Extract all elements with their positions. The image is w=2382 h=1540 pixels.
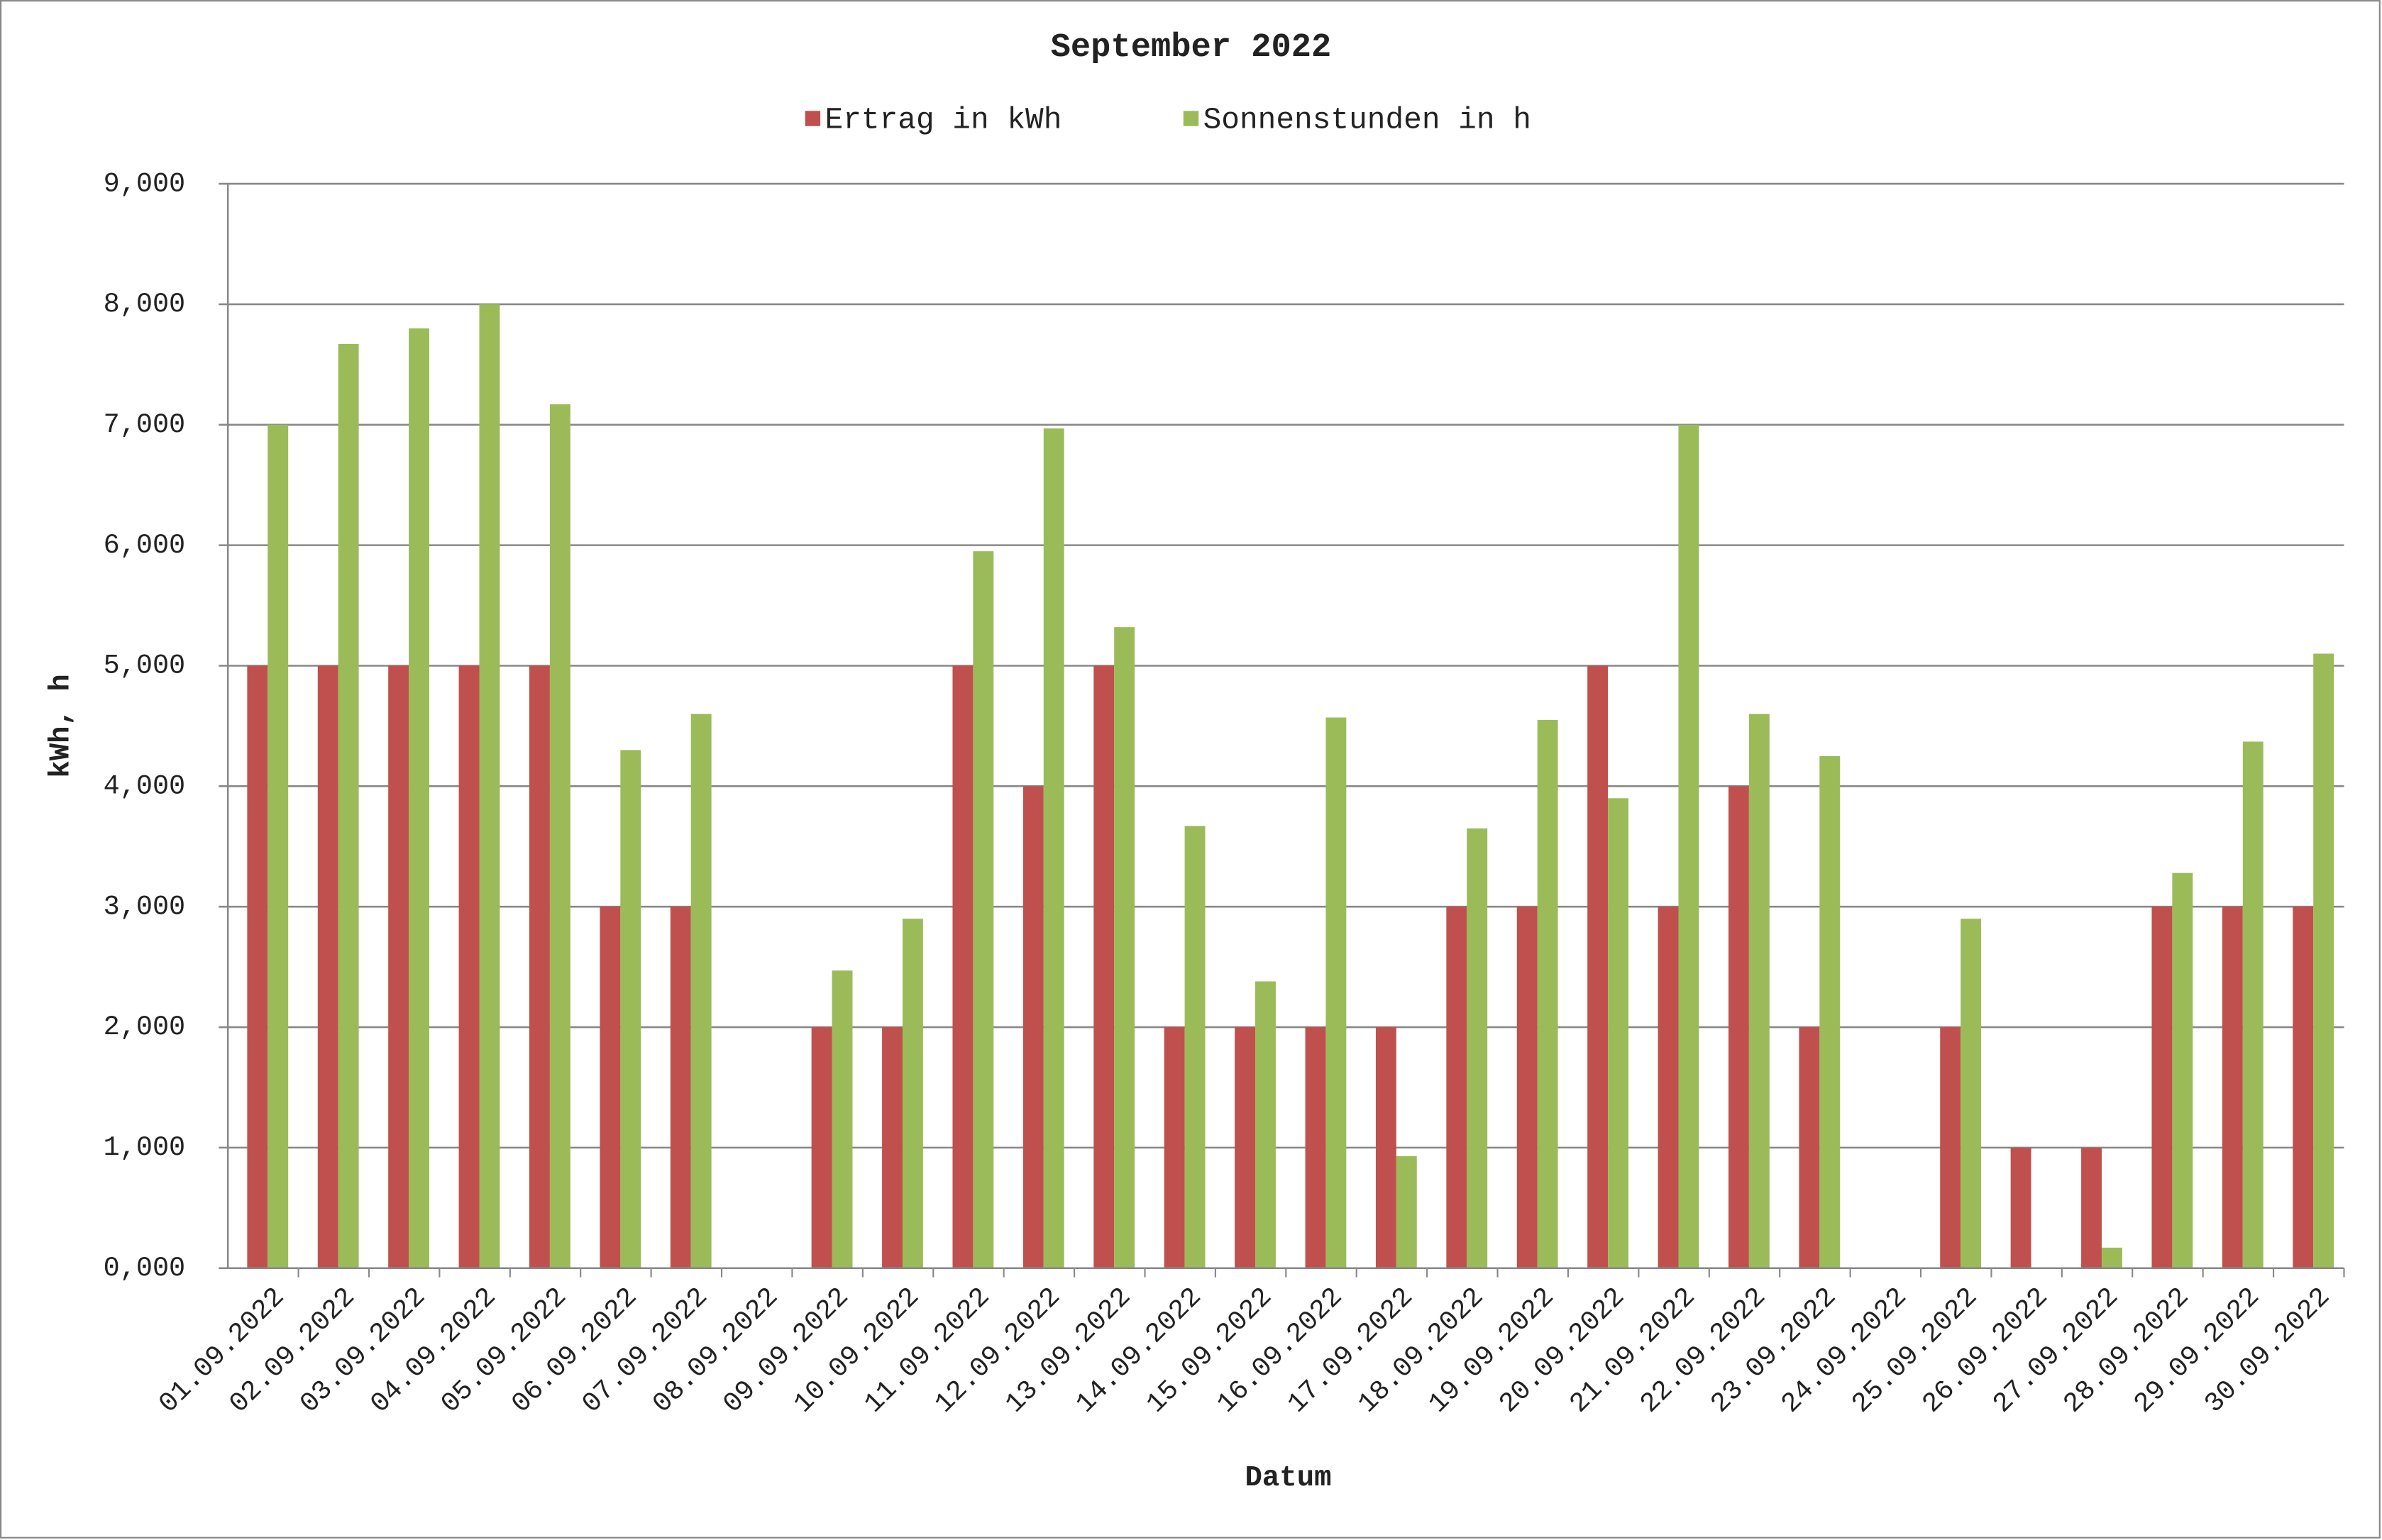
bar: [1587, 665, 1609, 1268]
bar: [1114, 627, 1135, 1268]
bar: [1446, 907, 1467, 1268]
bar: [1255, 981, 1276, 1268]
bar: [2010, 1147, 2031, 1268]
y-tick-label: 2,000: [104, 1012, 186, 1043]
bar: [1043, 428, 1064, 1268]
bar: [690, 714, 712, 1268]
bar: [2222, 907, 2243, 1268]
bar: [811, 1027, 832, 1268]
y-tick-label: 6,000: [104, 530, 186, 561]
bar: [549, 404, 570, 1268]
y-tick-label: 7,000: [104, 409, 186, 441]
bar: [1184, 826, 1206, 1268]
bar: [1658, 907, 1679, 1268]
legend-label: Sonnenstunden in h: [1203, 102, 1531, 137]
bar: [952, 665, 974, 1268]
bar: [1022, 786, 1044, 1268]
bar: [247, 665, 268, 1268]
bar: [1375, 1027, 1396, 1268]
bar: [973, 551, 994, 1268]
bar: [2293, 907, 2314, 1268]
bar: [1164, 1027, 1185, 1268]
legend-label: Ertrag in kWh: [825, 102, 1062, 137]
bar: [2101, 1247, 2122, 1268]
bar: [2151, 907, 2173, 1268]
bar: [1799, 1027, 1820, 1268]
bar: [1728, 786, 1749, 1268]
bar: [458, 665, 480, 1268]
bar: [2081, 1147, 2102, 1268]
x-axis-title: Datum: [1245, 1462, 1332, 1495]
bar: [832, 970, 853, 1268]
y-tick-label: 0,000: [104, 1253, 186, 1284]
legend-swatch: [1183, 111, 1199, 126]
bar: [1961, 919, 1982, 1268]
bar: [1516, 907, 1538, 1268]
y-tick-label: 5,000: [104, 650, 186, 682]
y-tick-label: 4,000: [104, 771, 186, 802]
chart-title: September 2022: [1051, 29, 1332, 67]
bar: [338, 343, 359, 1268]
bar: [1467, 828, 1488, 1268]
bar: [902, 919, 923, 1268]
bar: [1305, 1027, 1326, 1268]
bar: [1940, 1027, 1961, 1268]
bar: [1093, 665, 1115, 1268]
bar: [1748, 714, 1770, 1268]
bar: [2172, 873, 2193, 1268]
y-tick-label: 8,000: [104, 289, 186, 320]
bar: [1819, 755, 1841, 1268]
legend-swatch: [805, 111, 821, 126]
y-tick-label: 9,000: [104, 168, 186, 199]
bar: [2313, 653, 2334, 1268]
bar: [1537, 719, 1558, 1268]
bar: [1235, 1027, 1256, 1268]
y-tick-label: 1,000: [104, 1132, 186, 1163]
bar: [2242, 741, 2264, 1268]
bar: [600, 907, 621, 1268]
bar: [1325, 717, 1347, 1268]
bar: [409, 328, 429, 1268]
y-tick-label: 3,000: [104, 891, 186, 922]
bar: [670, 907, 691, 1268]
bar: [388, 665, 409, 1268]
bar: [1678, 424, 1699, 1268]
bar: [268, 424, 289, 1268]
bar: [529, 665, 550, 1268]
bar: [479, 304, 500, 1268]
y-axis-title: kWh, h: [45, 674, 77, 777]
bar: [317, 665, 338, 1268]
bar: [1608, 798, 1628, 1268]
bar: [882, 1027, 903, 1268]
bar: [620, 750, 641, 1268]
bar: [1396, 1156, 1417, 1268]
